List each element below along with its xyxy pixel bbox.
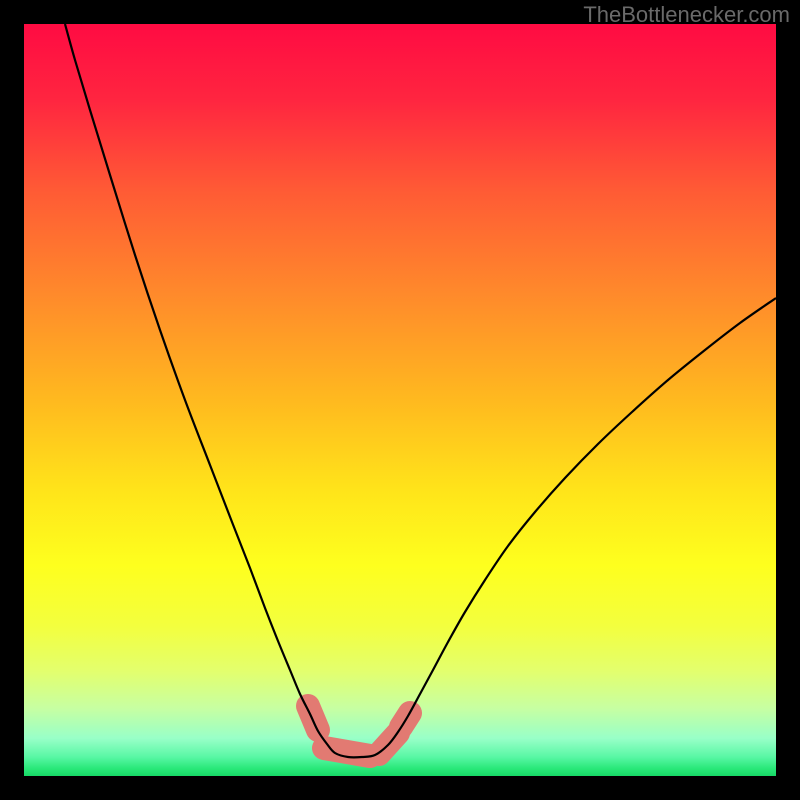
watermark-text: TheBottlenecker.com [583,2,790,28]
chart-gradient-bg [24,24,776,776]
bottleneck-chart [0,0,800,800]
